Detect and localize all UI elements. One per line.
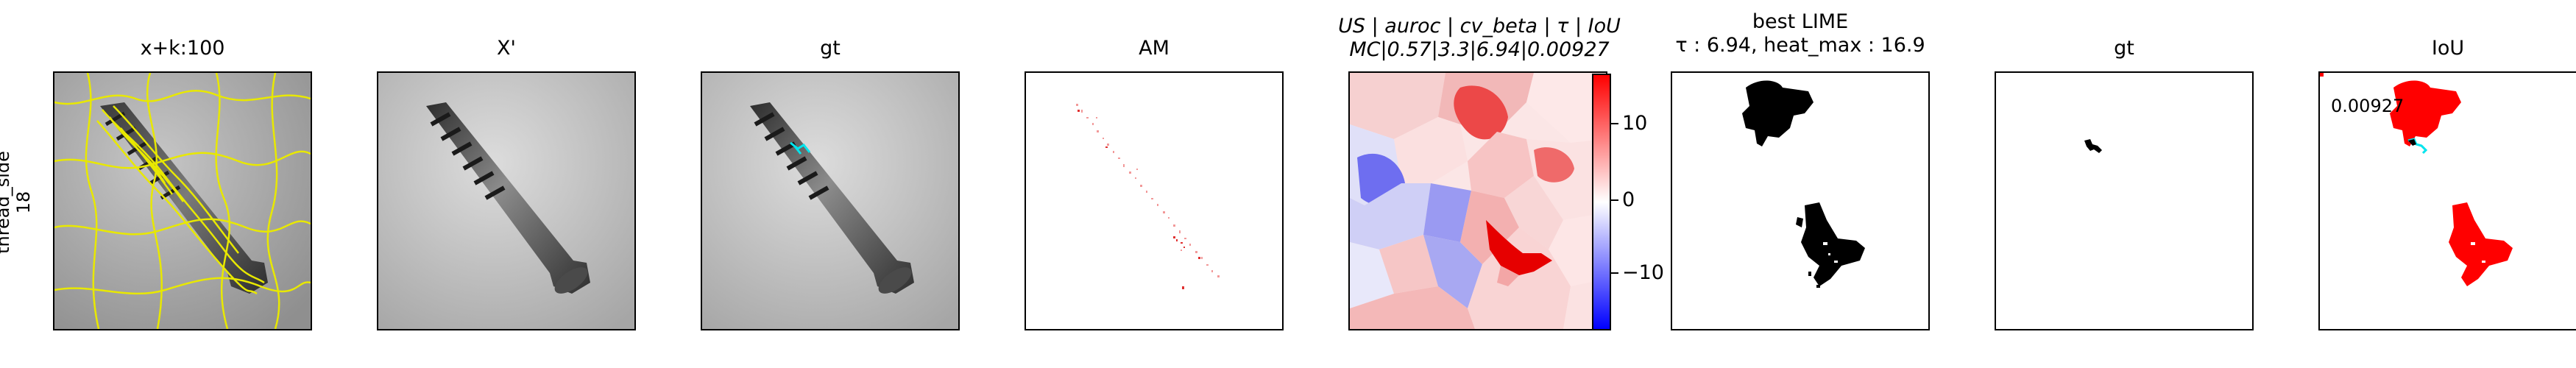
screw-icon (750, 102, 914, 294)
row-label-line2: 18 (13, 191, 34, 214)
panel-title-5-line1: US | auroc | cv_beta | τ | IoU (1338, 15, 1621, 38)
panel-title-4: AM (1139, 37, 1170, 60)
panel-title-5-line2: MC|0.57|3.3|6.94|0.00927 (1349, 38, 1610, 61)
colorbar-tick-minus-10 (1611, 272, 1618, 274)
gt-mask-region-icon (2084, 139, 2102, 153)
gt-marker-icon (790, 141, 811, 155)
iou-overlay-panel (2318, 71, 2576, 330)
panel-title-2: X' (497, 37, 516, 60)
panel-title-6-line1: best LIME (1752, 10, 1849, 33)
panel-title-3: gt (820, 37, 841, 60)
superpixel-overlay-panel (53, 71, 312, 330)
screw-image-panel (377, 71, 636, 330)
screw-gt-panel (701, 71, 960, 330)
colorbar-tick-10 (1611, 123, 1618, 124)
panel-title-1: x+k:100 (140, 37, 225, 60)
attribution-speckles-icon (1076, 104, 1220, 277)
colorbar-label-10: 10 (1622, 112, 1648, 135)
panel-title-6-line2: τ : 6.94, heat_max : 16.9 (1675, 34, 1925, 57)
screw-icon (426, 102, 590, 294)
iou-prediction-region-icon (2320, 73, 2513, 286)
iou-value-label: 0.00927 (2331, 96, 2405, 116)
heatmap-segments-icon (1350, 73, 1606, 329)
row-label: thread_side 18 (0, 151, 34, 254)
attribution-map-panel (1025, 71, 1284, 330)
gt-mask-panel (1995, 71, 2254, 330)
best-lime-mask-panel (1671, 71, 1930, 330)
colorbar-label-minus-10: −10 (1622, 261, 1664, 284)
colorbar-tick-0 (1611, 199, 1618, 201)
superpixel-boundaries-icon (54, 73, 311, 329)
lime-mask-region-icon (1742, 80, 1865, 288)
panel-title-8: IoU (2431, 37, 2465, 60)
panel-title-7: gt (2114, 37, 2134, 60)
lime-heatmap-panel (1348, 71, 1607, 330)
row-label-line1: thread_side (0, 151, 13, 254)
colorbar-label-0: 0 (1622, 188, 1635, 211)
colorbar (1592, 74, 1611, 330)
